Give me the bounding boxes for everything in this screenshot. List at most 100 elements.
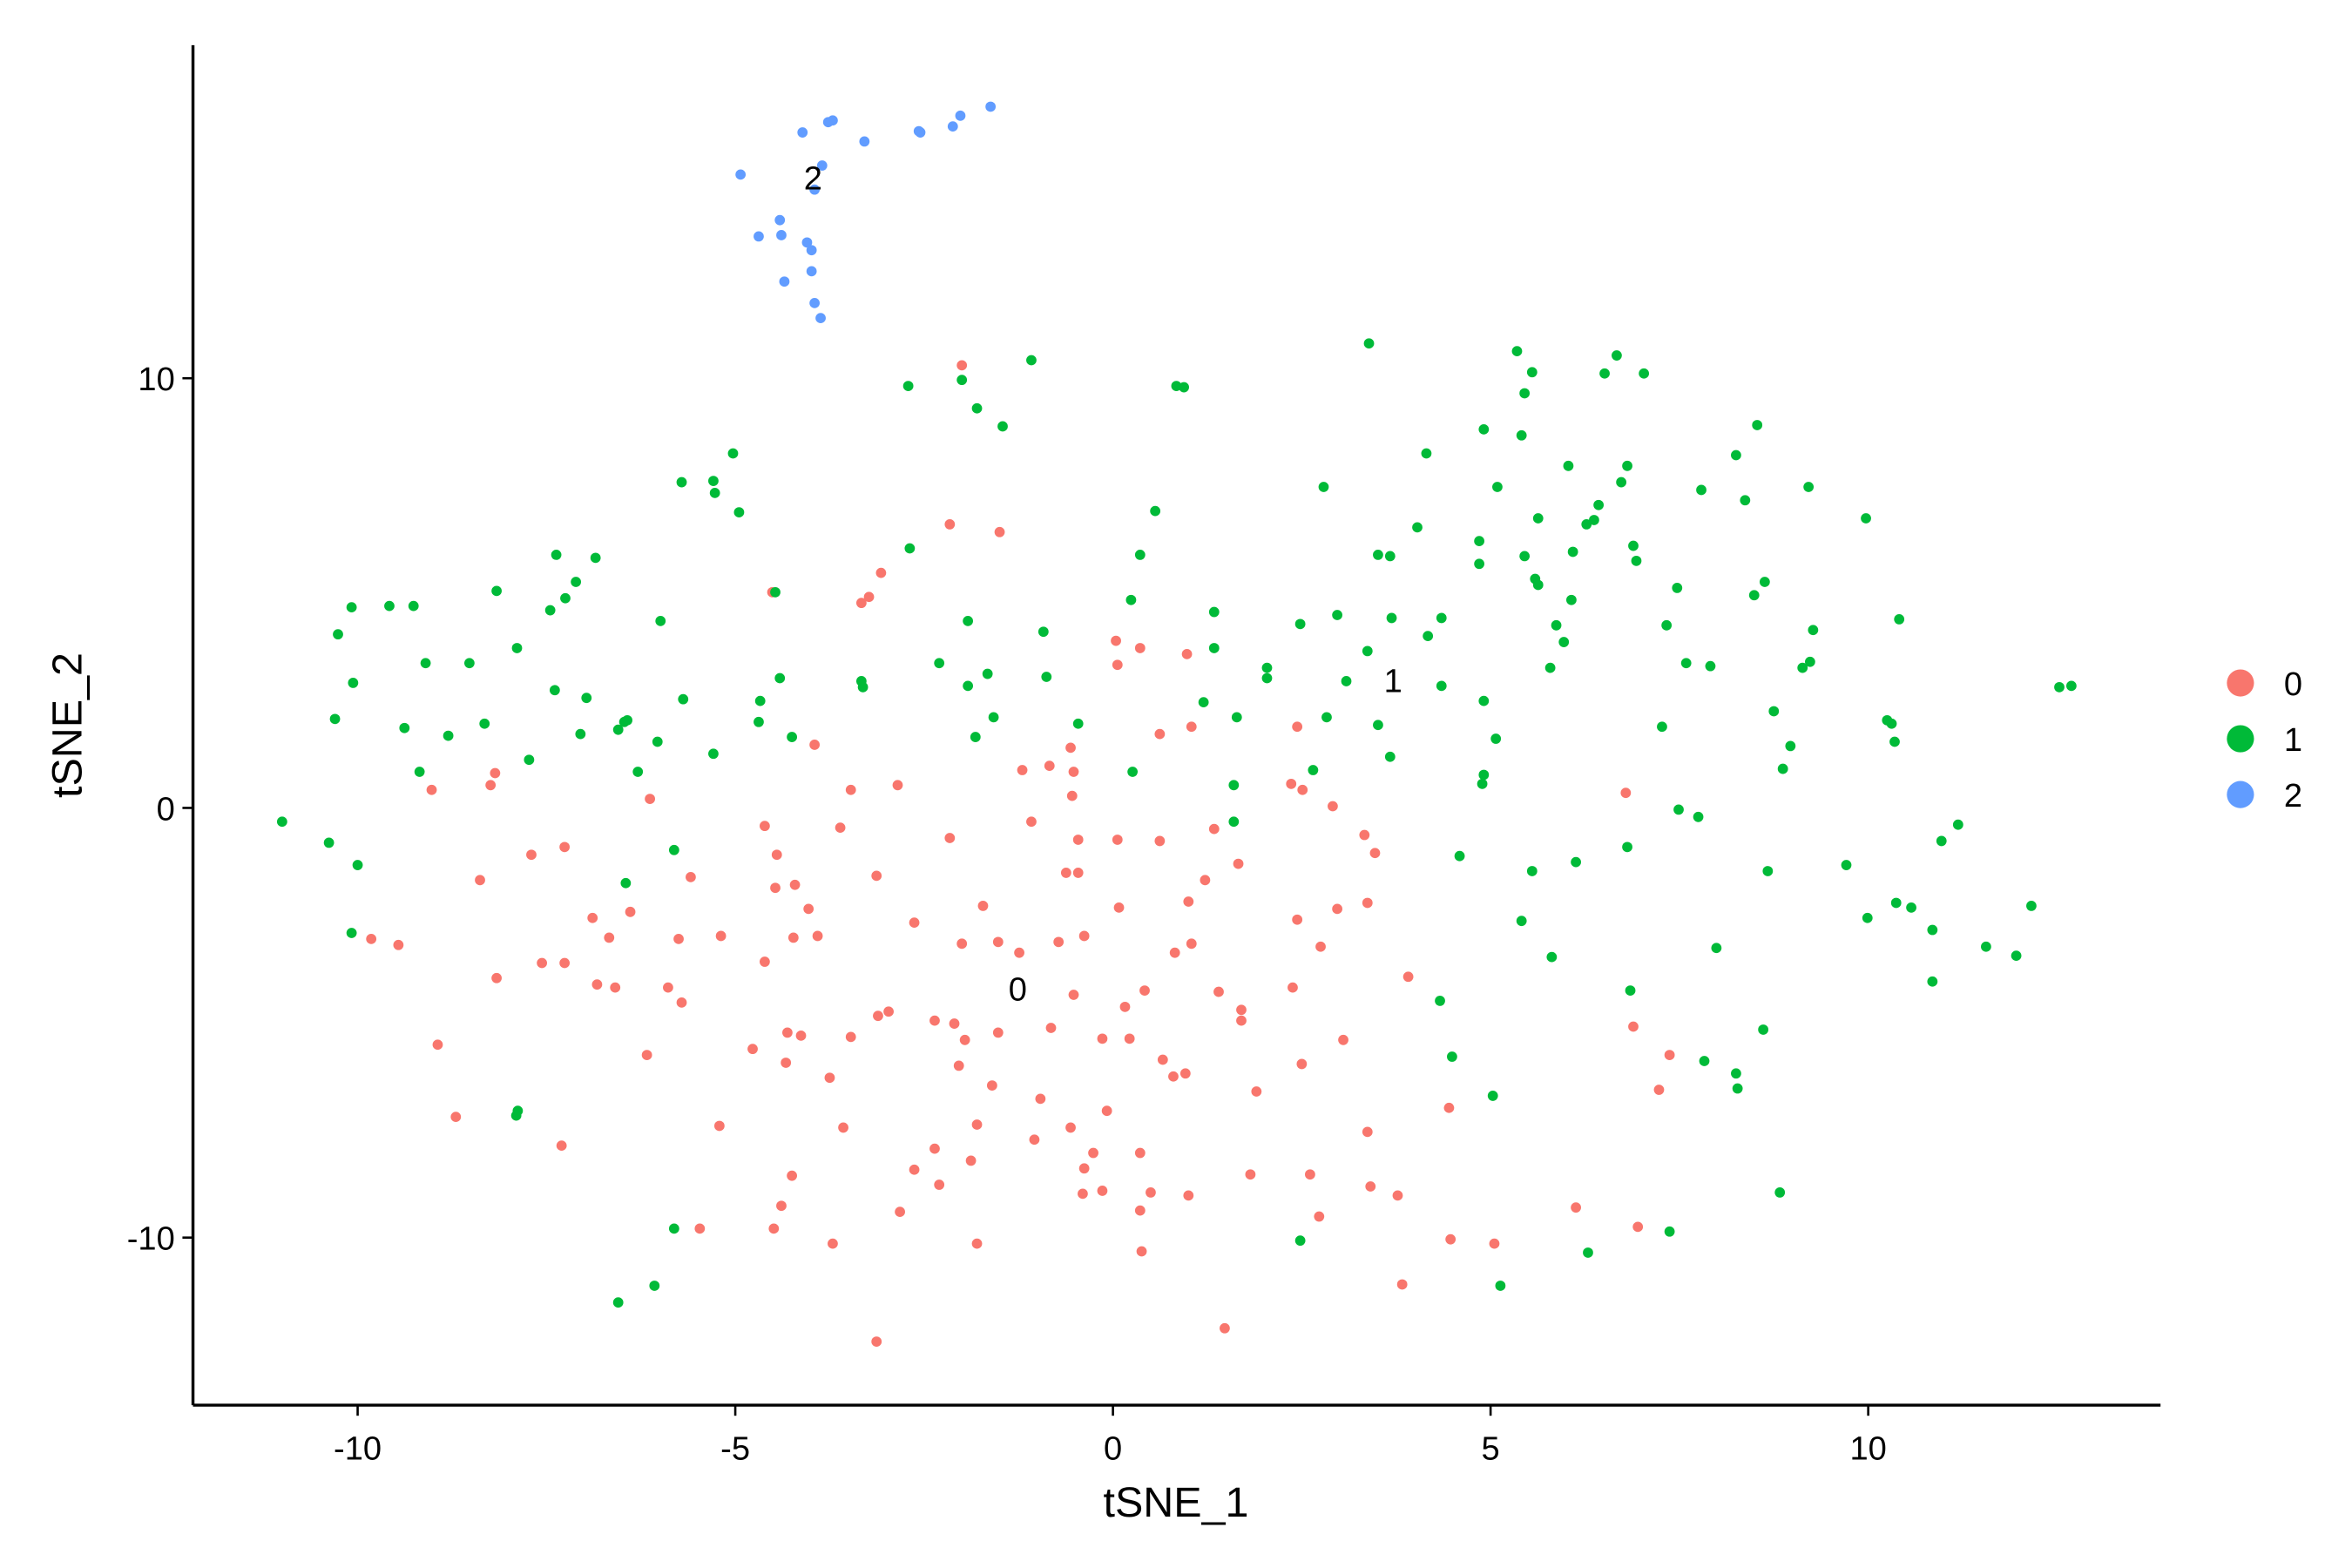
point <box>678 693 689 705</box>
point <box>1593 499 1604 510</box>
point <box>1421 448 1432 459</box>
point <box>1134 643 1146 653</box>
point <box>1294 618 1306 630</box>
point <box>676 997 687 1008</box>
point <box>556 1140 567 1152</box>
point <box>1041 672 1052 682</box>
point <box>1478 769 1490 781</box>
point <box>1136 1246 1147 1257</box>
point <box>1134 550 1146 560</box>
point <box>1516 429 1527 441</box>
point <box>1558 637 1570 647</box>
point <box>1233 858 1244 869</box>
point <box>812 930 823 942</box>
point <box>1412 522 1423 533</box>
point <box>997 421 1008 432</box>
point <box>348 678 359 688</box>
point <box>953 1060 964 1071</box>
point <box>1186 938 1197 950</box>
legend-swatch <box>2227 725 2254 753</box>
point <box>1797 662 1808 673</box>
point <box>1088 1147 1098 1159</box>
point <box>1384 551 1396 562</box>
point <box>787 1170 797 1181</box>
point <box>1154 728 1166 740</box>
point <box>393 939 404 950</box>
point <box>789 879 801 890</box>
point <box>1392 1190 1403 1201</box>
point <box>575 728 586 740</box>
point <box>1673 804 1684 815</box>
point <box>1072 718 1084 729</box>
point <box>855 598 867 609</box>
point <box>1157 1054 1168 1065</box>
point <box>1622 460 1632 471</box>
point <box>1294 1235 1306 1247</box>
point <box>1362 897 1373 909</box>
point <box>709 488 720 498</box>
point <box>1661 619 1673 631</box>
point <box>512 1105 524 1117</box>
cluster-label: 0 <box>1009 971 1027 1008</box>
point <box>934 1179 945 1190</box>
point <box>838 1122 848 1133</box>
point <box>754 231 764 242</box>
point <box>1546 951 1558 963</box>
point <box>863 591 875 603</box>
point <box>1889 736 1900 747</box>
point <box>873 1010 883 1022</box>
point <box>1365 1181 1376 1192</box>
point <box>774 214 786 226</box>
point <box>947 121 958 132</box>
point <box>1803 482 1815 492</box>
point <box>420 658 431 669</box>
point <box>754 716 764 727</box>
point <box>668 844 679 855</box>
point <box>1616 476 1627 488</box>
point <box>1551 619 1562 631</box>
point <box>1308 765 1319 775</box>
point <box>694 1223 706 1234</box>
point <box>1774 1187 1786 1198</box>
point <box>1612 350 1622 361</box>
point <box>982 668 993 679</box>
point <box>1622 841 1632 853</box>
point <box>1447 1051 1457 1062</box>
point <box>895 1206 905 1217</box>
point <box>760 821 770 832</box>
point <box>1183 1190 1194 1201</box>
point <box>1044 760 1055 771</box>
point <box>828 1238 838 1249</box>
point <box>1526 367 1538 378</box>
point <box>959 1034 970 1045</box>
y-tick-label: -10 <box>127 1221 175 1258</box>
point <box>559 957 571 969</box>
cluster-label: 2 <box>804 161 822 198</box>
point <box>1181 648 1193 659</box>
point <box>632 767 644 777</box>
point <box>432 1039 443 1051</box>
point <box>526 849 537 861</box>
point <box>663 982 673 993</box>
point <box>835 822 846 834</box>
point <box>1477 778 1488 789</box>
point <box>1696 484 1707 496</box>
point <box>1288 982 1298 993</box>
point <box>1134 1205 1146 1216</box>
point <box>1487 1091 1498 1101</box>
point <box>1321 712 1332 723</box>
point <box>1363 338 1375 349</box>
point <box>414 767 425 777</box>
x-tick-label: 10 <box>1849 1430 1886 1467</box>
point <box>1436 680 1447 692</box>
point <box>816 160 828 171</box>
point <box>713 1120 725 1132</box>
point <box>1567 546 1578 558</box>
point <box>1894 614 1905 625</box>
point <box>686 871 696 882</box>
point <box>776 1200 787 1212</box>
point <box>1672 583 1683 593</box>
point <box>1906 902 1916 913</box>
